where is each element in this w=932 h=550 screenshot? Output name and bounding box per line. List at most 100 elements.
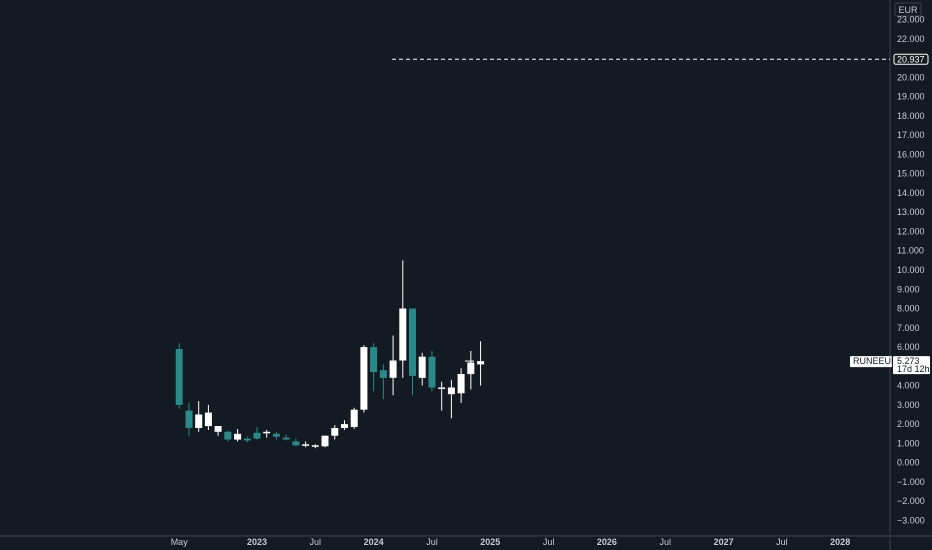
candle[interactable]	[204, 404, 212, 430]
candles[interactable]	[175, 260, 485, 449]
time-tick-label: 2026	[597, 537, 617, 547]
price-tick-label: 8.000	[897, 304, 920, 314]
candle-body	[379, 370, 387, 378]
candle-body	[282, 437, 290, 440]
last-price-tag	[893, 356, 930, 375]
candle[interactable]	[447, 379, 455, 419]
candle-body	[302, 444, 310, 446]
price-tick-label: 22.000	[897, 34, 925, 44]
candle[interactable]	[185, 402, 193, 436]
last-price-marker[interactable]: RUNEEUR 5.273 17d 12h	[850, 356, 930, 375]
candle[interactable]	[457, 368, 465, 403]
candle[interactable]	[428, 350, 436, 392]
candle-body	[253, 432, 261, 439]
price-tick-label: 11.000	[897, 246, 924, 256]
candle-body	[234, 433, 242, 440]
candle-body	[341, 424, 348, 428]
time-tick-label: Jul	[776, 537, 788, 547]
candle[interactable]	[175, 343, 183, 409]
price-tick-label: 1.000	[897, 438, 920, 448]
time-tick-label: 2023	[247, 537, 267, 547]
candle[interactable]	[195, 401, 203, 432]
candle-body	[418, 356, 426, 378]
candle-body	[195, 414, 203, 428]
currency-label: EUR	[898, 5, 918, 15]
candle-body	[360, 347, 368, 410]
candle[interactable]	[370, 343, 378, 392]
candle-body	[399, 308, 407, 361]
time-tick-label: 2024	[364, 537, 384, 547]
candle-body	[477, 361, 485, 365]
candle[interactable]	[350, 407, 358, 429]
candle[interactable]	[341, 420, 348, 430]
price-tick-label: 16.000	[897, 149, 925, 159]
candle[interactable]	[360, 345, 368, 413]
candle-body	[224, 431, 232, 440]
candle[interactable]	[224, 430, 232, 442]
candle[interactable]	[321, 435, 329, 448]
candle[interactable]	[389, 335, 397, 396]
currency-badge[interactable]: EUR	[894, 2, 922, 17]
candle[interactable]	[282, 434, 290, 441]
time-tick-label: 2027	[714, 537, 734, 547]
candle[interactable]	[263, 429, 271, 438]
horizontal-price-line[interactable]: 20.937	[392, 53, 929, 65]
price-line-value: 20.937	[897, 54, 925, 64]
candle[interactable]	[331, 425, 339, 440]
candle-body	[438, 387, 446, 389]
candle-body	[350, 409, 358, 427]
candle-body	[204, 412, 212, 427]
candle[interactable]	[399, 260, 407, 378]
candle[interactable]	[409, 308, 416, 396]
candle[interactable]	[418, 352, 426, 386]
candle-body	[175, 349, 183, 405]
candle[interactable]	[214, 426, 222, 436]
candle[interactable]	[379, 364, 387, 400]
time-tick-label: Jul	[310, 537, 322, 547]
candle-body	[409, 308, 416, 376]
currency-badge-box	[894, 2, 922, 17]
symbol-tag	[850, 356, 892, 368]
candle[interactable]	[292, 438, 300, 447]
time-tick-label: Jul	[659, 537, 671, 547]
price-tick-label: 19.000	[897, 92, 925, 102]
candle[interactable]	[272, 431, 280, 440]
price-axis[interactable]: 23.00022.00021.00020.00019.00018.00017.0…	[897, 15, 925, 526]
candle[interactable]	[243, 436, 251, 443]
price-tick-label: 4.000	[897, 381, 920, 391]
candle-body	[428, 356, 436, 388]
candle[interactable]	[467, 350, 475, 390]
candle-body	[263, 431, 271, 434]
time-tick-label: May	[171, 537, 189, 547]
candle-body	[457, 374, 465, 394]
candle-body	[243, 438, 251, 441]
time-tick-label: 2028	[830, 537, 850, 547]
candle[interactable]	[302, 441, 310, 448]
price-tick-label: −3.000	[897, 515, 925, 525]
candle[interactable]	[311, 444, 319, 449]
symbol-label: RUNEEUR	[853, 356, 898, 366]
candle-body	[292, 441, 300, 446]
time-tick-label: 2025	[480, 537, 500, 547]
price-tick-label: 12.000	[897, 227, 925, 237]
candle-body	[370, 347, 378, 373]
candle-body	[331, 428, 339, 436]
candle[interactable]	[477, 341, 485, 386]
price-tick-label: 14.000	[897, 188, 925, 198]
candle[interactable]	[253, 427, 261, 440]
price-tick-label: 0.000	[897, 458, 920, 468]
candle-body	[389, 360, 397, 378]
time-tick-label: Jul	[543, 537, 555, 547]
price-tick-label: 15.000	[897, 169, 925, 179]
candle-body	[214, 426, 222, 432]
price-tick-label: 23.000	[897, 15, 925, 25]
price-tick-label: 2.000	[897, 419, 920, 429]
candle[interactable]	[438, 381, 446, 411]
price-tick-label: 7.000	[897, 323, 920, 333]
price-tick-label: −1.000	[897, 477, 925, 487]
candle[interactable]	[234, 428, 242, 442]
time-axis[interactable]: May 2023 Jul 2024 Jul 2025 Jul 2026 Jul 2027 Jul 20…	[171, 537, 851, 547]
price-line-tag	[893, 53, 929, 65]
